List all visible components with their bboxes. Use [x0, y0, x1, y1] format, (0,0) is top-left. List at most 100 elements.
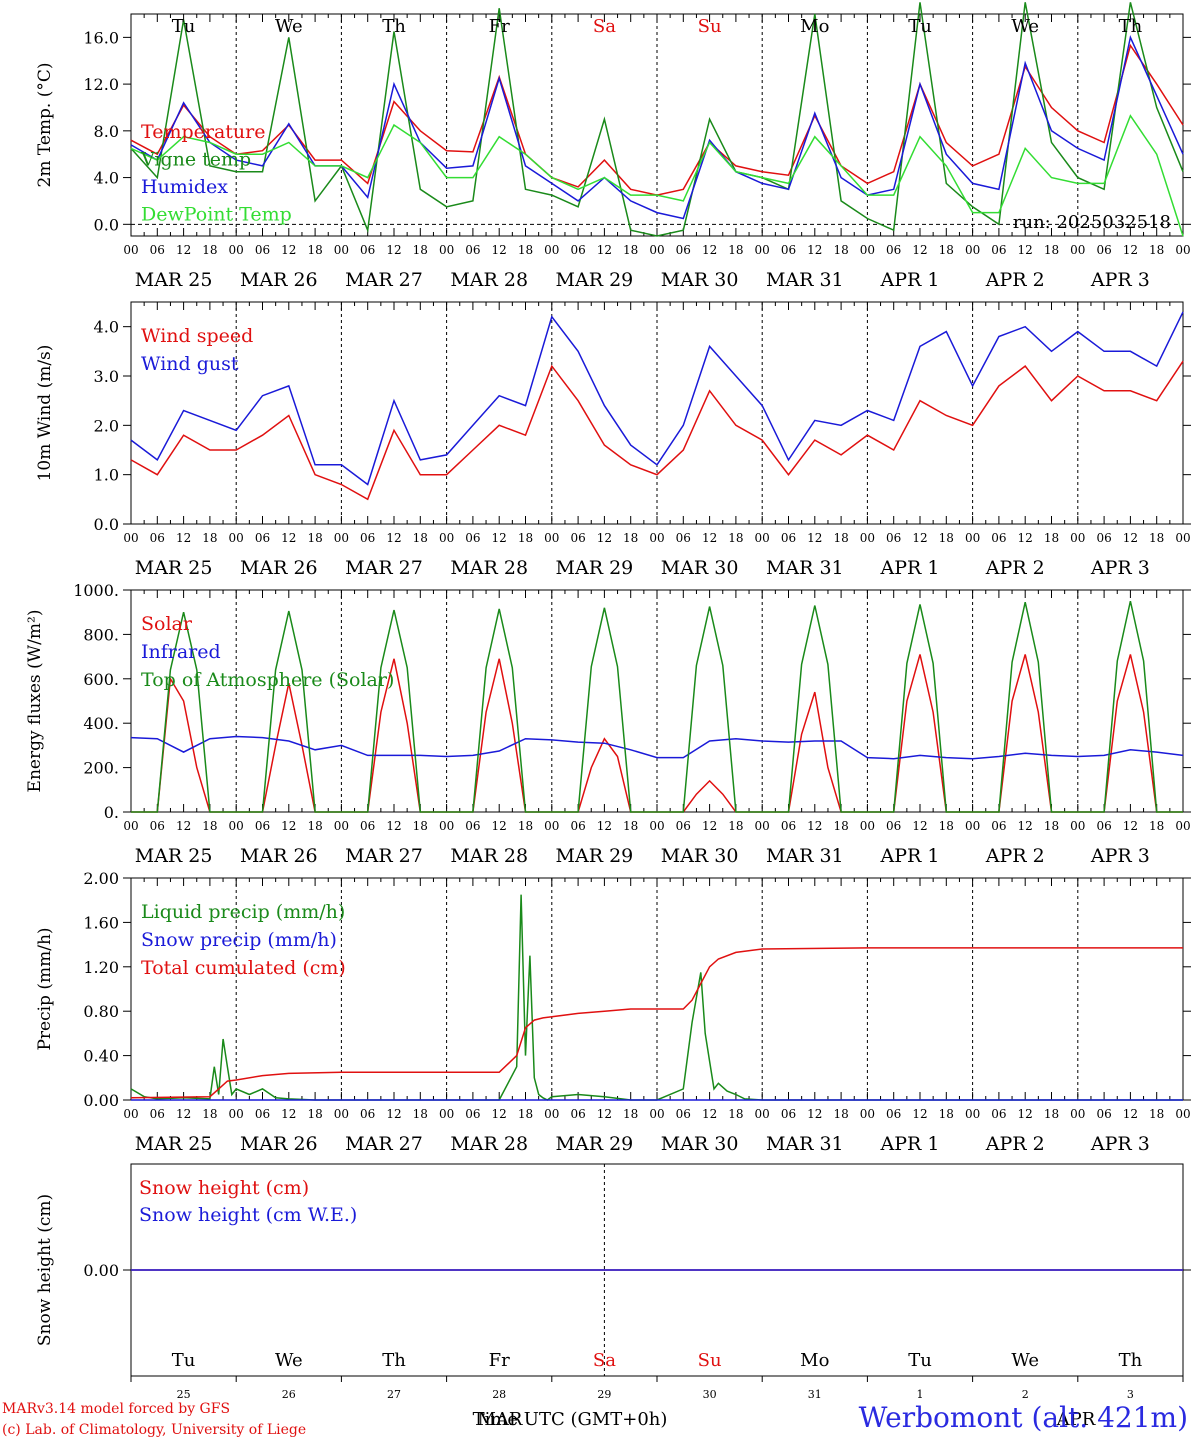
hour-tick-label: 06: [886, 531, 901, 545]
hour-tick-label: 18: [307, 1107, 322, 1121]
hour-tick-label: 18: [728, 531, 743, 545]
hour-tick-label: 12: [281, 819, 296, 833]
hour-tick-label: 06: [886, 243, 901, 257]
date-label: MAR 31: [766, 557, 844, 579]
weekday-label: We: [275, 16, 303, 37]
month-label-left: MAR: [478, 1409, 523, 1430]
hour-tick-label: 12: [492, 1107, 507, 1121]
site-name: Werbomont (alt. 421m): [859, 1401, 1188, 1434]
hour-tick-label: 18: [518, 243, 533, 257]
hour-tick-label: 06: [255, 243, 270, 257]
hour-tick-label: 18: [307, 819, 322, 833]
hour-tick-label: 06: [150, 819, 165, 833]
y-tick-label: 200.: [83, 759, 119, 778]
y-tick-label: 0.00: [83, 1091, 119, 1110]
hour-tick-label: 06: [360, 243, 375, 257]
hour-tick-label: 12: [597, 1107, 612, 1121]
date-label: MAR 30: [661, 557, 739, 579]
weekday-label: We: [275, 1350, 303, 1371]
date-label: MAR 27: [345, 269, 423, 291]
y-tick-label: 16.0: [83, 28, 119, 47]
y-tick-label: 600.: [83, 670, 119, 689]
hour-tick-label: 18: [623, 531, 638, 545]
panel-5: 0.00 Snow height (cm) Snow height (cm) Snow…: [35, 1163, 1191, 1401]
hour-tick-label: 00: [1070, 1107, 1085, 1121]
hour-tick-label: 18: [1149, 1107, 1164, 1121]
date-label: MAR 26: [240, 557, 318, 579]
hour-tick-label: 00: [123, 531, 138, 545]
date-label: MAR 31: [766, 269, 844, 291]
hour-tick-label: 00: [649, 819, 664, 833]
hour-tick-label: 12: [702, 531, 717, 545]
y-tick-label: 0.: [104, 803, 119, 822]
hour-tick-label: 00: [439, 243, 454, 257]
weekday-label: Sa: [593, 16, 616, 37]
hour-tick-label: 00: [544, 819, 559, 833]
hour-tick-label: 00: [1175, 243, 1190, 257]
hour-tick-label: 06: [781, 819, 796, 833]
date-label: APR 2: [985, 1133, 1045, 1155]
hour-tick-label: 06: [676, 1107, 691, 1121]
hour-tick-label: 12: [1018, 243, 1033, 257]
hour-tick-label: 18: [623, 819, 638, 833]
hour-tick-label: 06: [1096, 243, 1111, 257]
hour-tick-label: 12: [386, 1107, 401, 1121]
hour-tick-label: 18: [939, 531, 954, 545]
hour-tick-label: 06: [1096, 531, 1111, 545]
hour-tick-label: 18: [1149, 819, 1164, 833]
date-label: APR 3: [1090, 845, 1150, 867]
y-tick-label: 2.0: [94, 416, 119, 435]
date-label: APR 1: [880, 269, 940, 291]
hour-tick-label: 12: [492, 819, 507, 833]
date-label: MAR 25: [135, 269, 213, 291]
hour-tick-label: 00: [649, 1107, 664, 1121]
legend-entry: Solar: [141, 613, 193, 635]
hour-tick-label: 18: [202, 1107, 217, 1121]
date-label: MAR 31: [766, 845, 844, 867]
y-tick-label: 0.00: [83, 1261, 119, 1280]
hour-tick-label: 18: [1149, 243, 1164, 257]
hour-tick-label: 12: [492, 531, 507, 545]
hour-tick-label: 18: [728, 243, 743, 257]
hour-tick-label: 06: [991, 1107, 1006, 1121]
hour-tick-label: 18: [413, 819, 428, 833]
hour-tick-label: 00: [649, 531, 664, 545]
hour-tick-label: 18: [1044, 531, 1059, 545]
date-label: MAR 29: [556, 557, 634, 579]
hour-tick-label: 18: [307, 243, 322, 257]
hour-tick-label: 12: [807, 531, 822, 545]
hour-tick-label: 12: [176, 819, 191, 833]
date-label: APR 1: [880, 1133, 940, 1155]
date-label: MAR 28: [450, 557, 528, 579]
hour-tick-label: 00: [1070, 243, 1085, 257]
y-tick-label: 400.: [83, 714, 119, 733]
y-tick-label: 3.0: [94, 367, 119, 386]
y-tick-label: 4.0: [94, 318, 119, 337]
y-tick-label: 2.00: [83, 869, 119, 888]
day-number-label: 30: [703, 1388, 717, 1401]
y-axis-label: Snow height (cm): [35, 1194, 55, 1346]
hour-tick-label: 06: [465, 531, 480, 545]
hour-tick-label: 06: [676, 243, 691, 257]
date-label: MAR 25: [135, 1133, 213, 1155]
hour-tick-label: 00: [649, 243, 664, 257]
hour-tick-label: 00: [123, 819, 138, 833]
day-number-label: 25: [177, 1388, 191, 1401]
hour-tick-label: 12: [176, 531, 191, 545]
date-label: MAR 31: [766, 1133, 844, 1155]
weekday-label: Mo: [800, 1350, 829, 1371]
date-label: APR 2: [985, 845, 1045, 867]
y-tick-label: 0.0: [94, 215, 119, 234]
hour-tick-label: 12: [597, 819, 612, 833]
hour-tick-label: 12: [281, 1107, 296, 1121]
legend-entry: Wind speed: [141, 325, 253, 347]
hour-tick-label: 00: [1070, 531, 1085, 545]
hour-tick-label: 18: [728, 1107, 743, 1121]
date-label: MAR 28: [450, 269, 528, 291]
series-line-wind-speed: [130, 360, 1184, 501]
hour-tick-label: 18: [1044, 243, 1059, 257]
hour-tick-label: 18: [307, 531, 322, 545]
legend-entry: Wind gust: [141, 353, 239, 375]
hour-tick-label: 18: [833, 243, 848, 257]
weekday-label: Fr: [489, 16, 510, 37]
